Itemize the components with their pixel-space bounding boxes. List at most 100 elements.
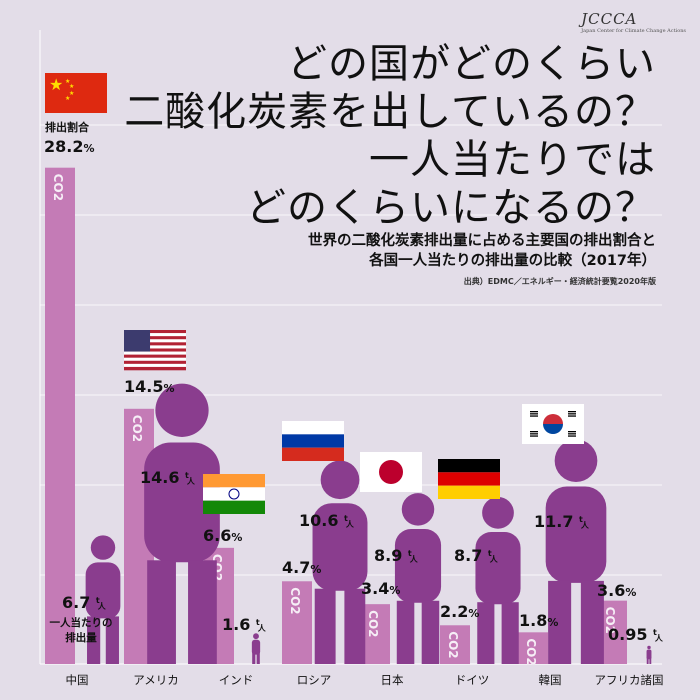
- person-leg: [147, 560, 176, 664]
- india-flag: [203, 474, 265, 514]
- usa-flag: [124, 330, 186, 371]
- person-head: [401, 493, 435, 526]
- person-torso: [646, 649, 652, 660]
- flag-trigram: [530, 435, 538, 437]
- person-figure: [646, 645, 652, 664]
- share-unit: %: [83, 142, 94, 155]
- person-figure: [251, 633, 261, 664]
- co2-label: CO2: [446, 631, 460, 658]
- unit-top: t: [344, 514, 348, 523]
- flag-stripe: [124, 354, 186, 358]
- person-leg: [105, 616, 119, 664]
- share-value: 28.2%: [44, 137, 95, 156]
- flag-stripe: [203, 474, 265, 488]
- share-unit: %: [310, 563, 321, 576]
- category-label: 韓国: [539, 673, 562, 687]
- subtitle-line: 世界の二酸化炭素排出量に占める主要国の排出割合と: [308, 233, 656, 249]
- flag-stripe: [124, 342, 186, 346]
- person-leg: [501, 602, 519, 664]
- flag-star: ★: [65, 78, 70, 85]
- person-leg: [314, 588, 336, 664]
- jccca-logo: JCCCA Japan Center for Climate Change Act…: [581, 10, 686, 34]
- share-value: 6.6%: [203, 526, 242, 545]
- person-torso: [545, 486, 607, 583]
- person-head: [320, 460, 360, 500]
- person-head: [554, 439, 598, 483]
- person-figure: [394, 493, 442, 664]
- category-label: アフリカ諸国: [595, 673, 664, 687]
- unit-top: t: [96, 596, 100, 605]
- person-torso: [394, 529, 442, 603]
- title-line: 一人当たりでは: [369, 137, 656, 183]
- flag-wheel: [228, 488, 240, 500]
- flag-star: ★: [65, 95, 70, 102]
- source-note: 出典）EDMC／エネルギー・経済統計要覧2020年版: [463, 277, 656, 286]
- chart-title: どの国がどのくらい 二酸化炭素を出しているの？ 一人当たりでは どのくらいになる…: [56, 44, 656, 236]
- unit-bottom: 人: [410, 554, 419, 564]
- person-leg: [421, 600, 440, 664]
- category-labels: 中国 アメリカ インド ロシア 日本 ドイツ 韓国 アフリカ諸国: [66, 673, 664, 687]
- person-head: [647, 645, 651, 650]
- category-label: ドイツ: [455, 673, 490, 687]
- flag-stripe: [438, 485, 500, 499]
- flag-field: [45, 73, 107, 113]
- co2-label: CO2: [524, 638, 538, 665]
- share-value: 14.5%: [124, 377, 175, 396]
- russia-flag: [282, 421, 344, 461]
- title-line: どの国がどのくらい: [287, 41, 656, 87]
- value-labels: 28.2% 6.7 t 人 14.5% 14.6 t 人 6.6% 1.6 t 人 4.7% 10.…: [44, 120, 664, 644]
- person-figure: [85, 535, 121, 664]
- person-head: [90, 535, 116, 560]
- share-unit: %: [547, 616, 558, 629]
- person-leg: [649, 657, 652, 664]
- person-leg: [256, 652, 260, 664]
- flag-stripe: [124, 336, 186, 340]
- flag-trigram: [530, 413, 538, 415]
- unit-top: t: [185, 471, 189, 480]
- subtitle-line: 各国一人当たりの排出量の比較（2017年）: [369, 252, 656, 269]
- unit-bottom: 人: [346, 519, 355, 529]
- category-label: 中国: [66, 673, 89, 687]
- per-capita-figures: [85, 383, 652, 664]
- person-head: [253, 633, 259, 640]
- flag-stripe: [203, 500, 265, 514]
- co2-label: CO2: [130, 415, 144, 442]
- person-leg: [548, 580, 572, 664]
- flag-stripe: [438, 459, 500, 473]
- unit-top: t: [653, 628, 657, 637]
- flag-stripe: [124, 345, 186, 349]
- share-bar: [518, 632, 548, 664]
- co2-label: CO2: [366, 610, 380, 637]
- person-leg: [396, 600, 415, 664]
- unit-top: t: [256, 618, 260, 627]
- share-unit: %: [163, 382, 174, 395]
- person-figure: [312, 460, 368, 664]
- unit-top: t: [488, 549, 492, 558]
- flag-stripe: [124, 357, 186, 362]
- flag-trigram: [568, 411, 576, 413]
- per-capita-caption: 一人当たりの: [50, 616, 113, 629]
- flag-stripe: [124, 333, 186, 337]
- flag-star: ★: [69, 90, 74, 97]
- share-value: 2.2%: [440, 602, 479, 621]
- unit-top: t: [408, 549, 412, 558]
- flag-trigram: [530, 411, 538, 413]
- flag-trigram: [568, 435, 576, 437]
- flag-stripe: [124, 360, 186, 365]
- person-head: [155, 383, 209, 437]
- germany-flag: [438, 459, 500, 499]
- person-leg: [580, 580, 604, 664]
- flag-trigram: [530, 433, 538, 435]
- unit-bottom: 人: [258, 623, 267, 633]
- category-label: インド: [219, 673, 254, 687]
- share-heading: 排出割合: [45, 120, 90, 134]
- share-unit: %: [468, 607, 479, 620]
- person-figure: [545, 439, 607, 664]
- category-label: アメリカ: [133, 673, 178, 687]
